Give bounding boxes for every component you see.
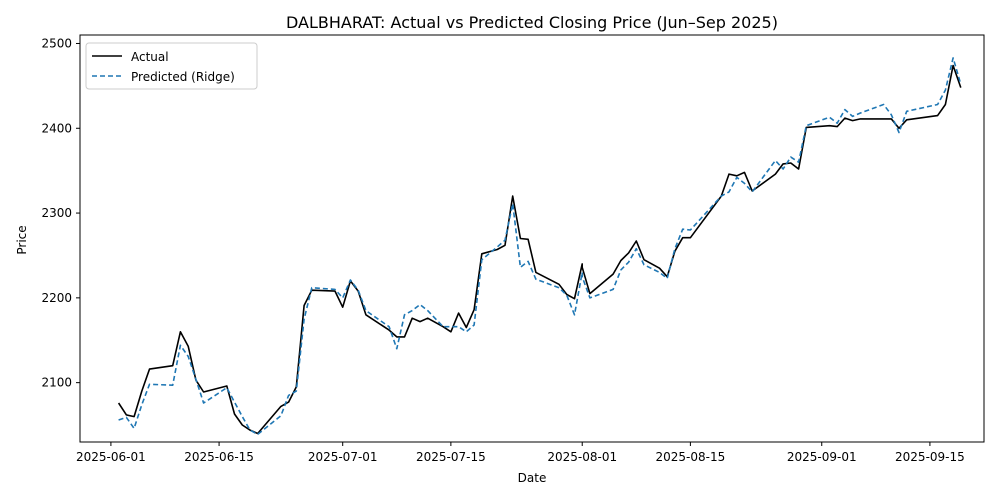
y-tick-label: 2200 (41, 291, 72, 305)
y-tick-label: 2300 (41, 206, 72, 220)
series-layer (117, 57, 962, 436)
x-tick-label: 2025-06-01 (76, 450, 146, 464)
legend-box (85, 42, 258, 90)
legend-label-actual: Actual (131, 50, 169, 64)
y-tick-label: 2500 (41, 36, 72, 50)
x-axis-label: Date (518, 471, 547, 485)
series-line-predicted (118, 57, 962, 436)
y-tick-label: 2100 (41, 376, 72, 390)
x-tick-label: 2025-06-15 (184, 450, 254, 464)
legend-label-predicted: Predicted (Ridge) (131, 70, 235, 84)
x-tick-label: 2025-09-15 (895, 450, 965, 464)
y-tick-label: 2400 (41, 121, 72, 135)
plot-frame (79, 34, 985, 443)
x-tick-label: 2025-07-01 (308, 450, 378, 464)
chart-title: DALBHARAT: Actual vs Predicted Closing P… (286, 13, 778, 32)
x-tick-label: 2025-08-01 (547, 450, 617, 464)
x-tick-label: 2025-08-15 (656, 450, 726, 464)
y-axis: 2100 2200 2300 2400 2500 (41, 36, 80, 390)
y-axis-label: Price (15, 225, 29, 254)
legend: Actual Predicted (Ridge) (85, 42, 258, 90)
x-tick-label: 2025-07-15 (416, 450, 486, 464)
x-axis: 2025-06-01 2025-06-15 2025-07-01 2025-07-15… (76, 442, 965, 464)
x-tick-label: 2025-09-01 (787, 450, 857, 464)
plot-area (117, 57, 962, 436)
